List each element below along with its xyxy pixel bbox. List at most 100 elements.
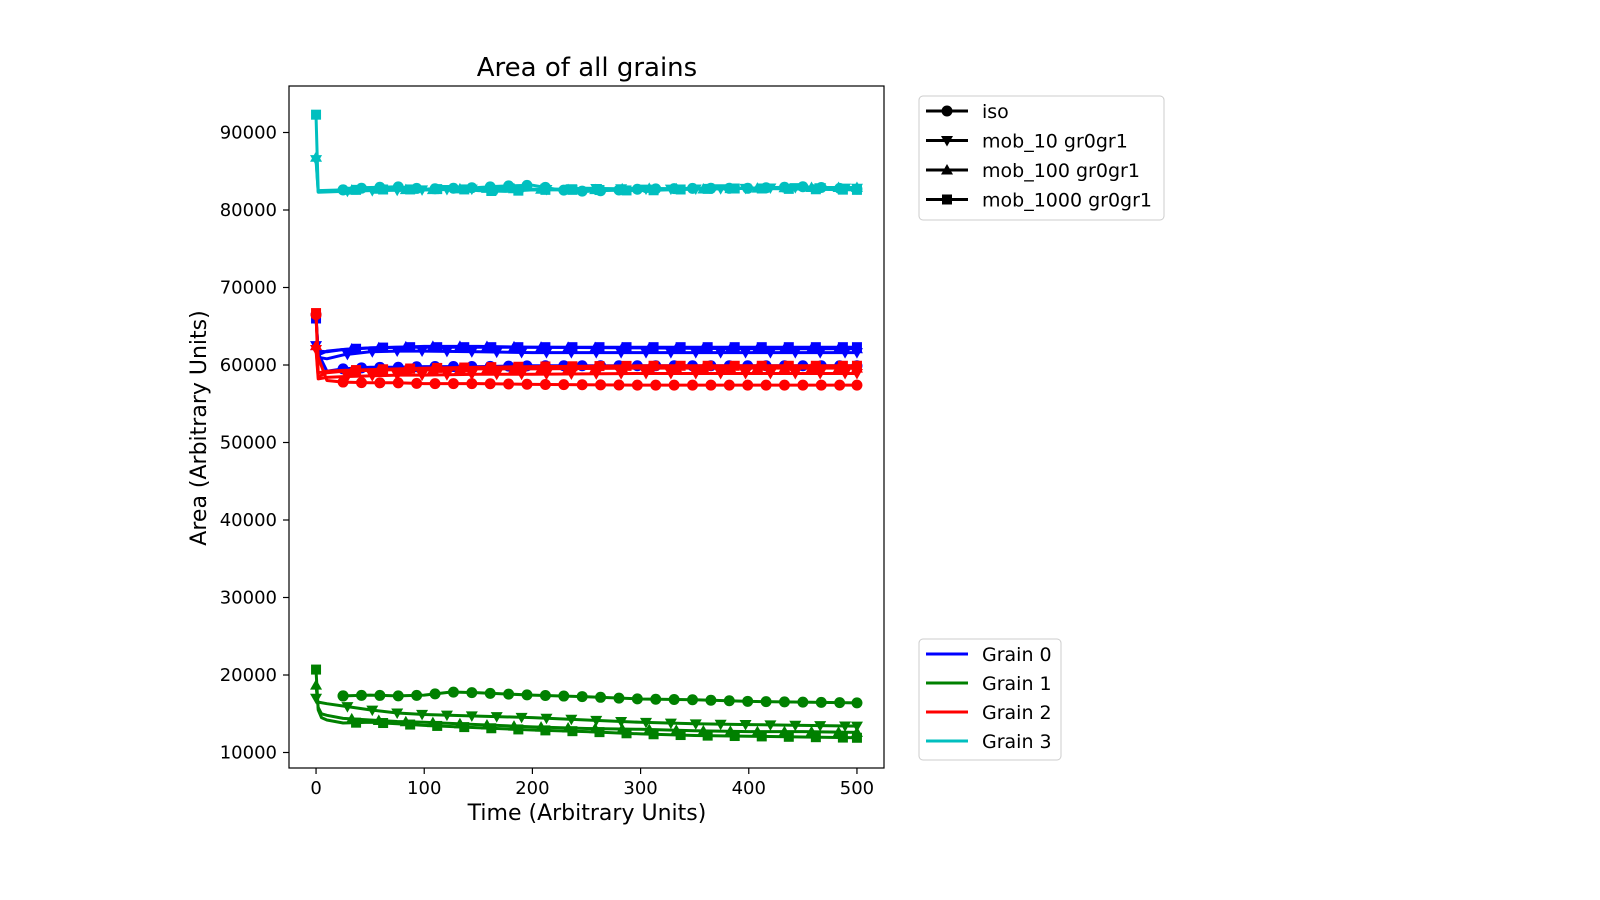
data-point <box>378 184 389 195</box>
legend-label: mob_1000 gr0gr1 <box>982 190 1152 212</box>
data-point <box>411 377 423 389</box>
series-grain-1-triangle-up <box>310 679 863 737</box>
data-point <box>631 693 643 705</box>
legend-label: Grain 2 <box>982 702 1052 724</box>
data-point <box>729 342 740 353</box>
data-point <box>723 379 735 391</box>
data-point <box>440 346 453 358</box>
data-point <box>837 184 848 195</box>
legend-entry: Grain 3 <box>926 731 1052 753</box>
plot-area: 0 100 200 300 400 500 10000 20000 30000 40000 5000… <box>220 85 885 799</box>
y-tick-label: 90000 <box>220 123 277 144</box>
data-point <box>814 369 827 380</box>
data-point <box>702 342 713 353</box>
data-point <box>567 361 578 372</box>
series-line <box>314 114 858 193</box>
data-point <box>621 185 632 196</box>
data-point <box>540 342 551 353</box>
data-point <box>664 718 677 730</box>
data-point <box>702 183 713 194</box>
data-point <box>729 360 740 371</box>
data-point <box>351 365 362 376</box>
data-point <box>739 720 752 731</box>
data-point <box>837 732 848 743</box>
x-tick-label: 500 <box>840 778 874 799</box>
y-tick-label: 30000 <box>220 588 277 609</box>
data-point <box>675 342 686 353</box>
series-grain-3-square <box>311 109 862 196</box>
legend-entry: iso <box>926 101 1009 123</box>
y-tick-label: 50000 <box>220 433 277 454</box>
y-tick-label: 80000 <box>220 200 277 221</box>
data-point <box>615 716 628 728</box>
data-point <box>351 717 362 728</box>
data-point <box>851 379 863 391</box>
legend-marker <box>941 136 953 147</box>
data-point <box>521 378 533 390</box>
data-point <box>789 720 802 732</box>
data-point <box>613 692 625 704</box>
data-point <box>465 711 478 722</box>
data-point <box>459 722 470 733</box>
data-point <box>613 379 625 391</box>
data-point <box>432 342 443 353</box>
data-point <box>594 185 605 196</box>
data-point <box>714 719 727 731</box>
data-point <box>565 714 578 726</box>
data-point <box>558 690 570 702</box>
legend-marker <box>941 105 953 117</box>
data-point <box>366 705 379 717</box>
x-tick-label: 400 <box>732 778 766 799</box>
legend-marker <box>942 194 952 205</box>
data-point <box>416 370 429 382</box>
data-point <box>621 728 632 739</box>
data-point <box>432 720 443 731</box>
data-point <box>756 360 767 371</box>
x-axis-title: Time (Arbitrary Units) <box>467 801 707 826</box>
data-point <box>540 361 551 372</box>
data-point <box>648 185 659 196</box>
data-point <box>783 360 794 371</box>
series-line <box>314 669 858 740</box>
legend-entry: Grain 2 <box>926 702 1052 724</box>
data-point <box>374 377 386 389</box>
data-point <box>742 695 754 707</box>
data-point <box>837 342 848 353</box>
x-tick-label: 100 <box>407 778 441 799</box>
data-point <box>539 690 551 702</box>
data-point <box>405 719 416 730</box>
data-point <box>778 696 790 708</box>
data-point <box>590 715 603 727</box>
data-point <box>429 378 441 390</box>
data-point <box>341 702 354 713</box>
data-point <box>311 308 322 319</box>
data-point <box>486 342 497 353</box>
y-tick-label: 70000 <box>220 278 277 299</box>
legend-label: mob_100 gr0gr1 <box>982 160 1140 182</box>
data-point <box>459 362 470 373</box>
data-point <box>851 342 862 353</box>
data-point <box>351 343 362 354</box>
data-point <box>378 364 389 375</box>
y-axis-title: Area (Arbitrary Units) <box>187 310 212 545</box>
data-point <box>675 360 686 371</box>
data-point <box>621 342 632 353</box>
data-point <box>797 379 809 391</box>
data-point <box>540 184 551 195</box>
data-point <box>668 379 680 391</box>
series-line <box>314 684 858 734</box>
data-point <box>391 708 404 719</box>
legend-entry: Grain 1 <box>926 673 1052 695</box>
data-point <box>756 183 767 194</box>
data-point <box>764 720 777 731</box>
data-point <box>337 690 349 702</box>
data-point <box>650 379 662 391</box>
x-tick-label: 200 <box>515 778 549 799</box>
data-point <box>503 688 515 700</box>
y-tick-label: 20000 <box>220 665 277 686</box>
data-point <box>702 360 713 371</box>
data-point <box>540 713 553 725</box>
data-point <box>739 369 752 380</box>
data-point <box>739 348 752 359</box>
